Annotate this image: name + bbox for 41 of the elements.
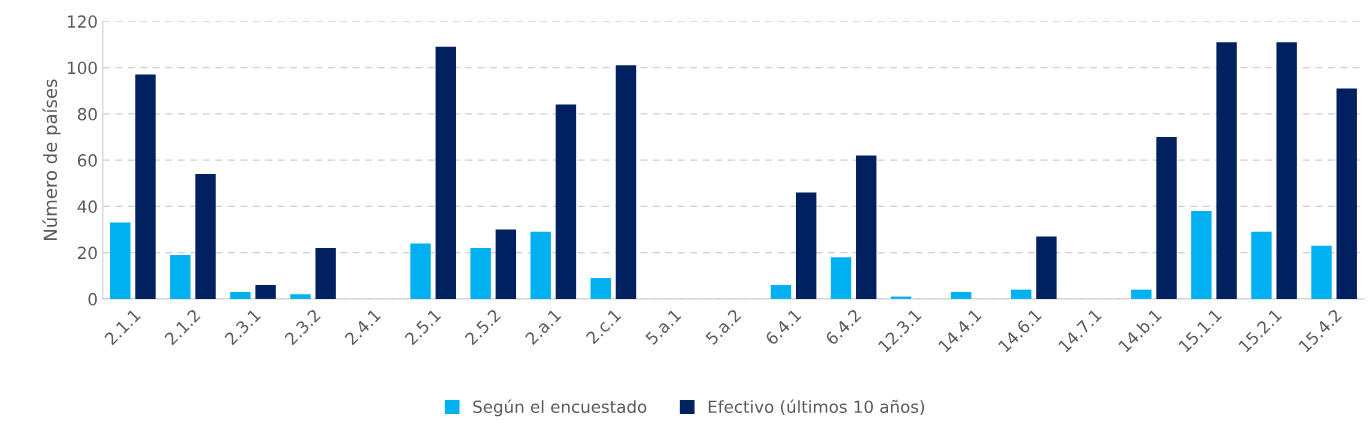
bar: [290, 294, 311, 299]
bar: [110, 222, 131, 299]
bar: [1010, 289, 1032, 299]
bar: [230, 291, 251, 299]
bar: [195, 174, 216, 299]
y-axis-title: Número de países: [42, 79, 61, 240]
y-tick-label: 40: [77, 200, 97, 213]
bar: [1131, 289, 1152, 299]
bar: [435, 46, 456, 299]
bar: [495, 229, 517, 299]
bar: [1336, 88, 1357, 299]
legend-label: Según el encuestado: [473, 399, 647, 417]
bar: [470, 248, 491, 299]
bar: [530, 231, 551, 299]
bar: [410, 243, 431, 299]
y-tick-label: 100: [67, 61, 97, 75]
bar: [770, 285, 792, 299]
bar: [950, 291, 972, 299]
bar: [315, 248, 336, 299]
bar: [1251, 231, 1272, 299]
bar: [1036, 236, 1057, 299]
bar: [856, 155, 877, 299]
y-tick-label: 20: [77, 246, 97, 260]
bar: [1156, 137, 1177, 299]
bar: [555, 104, 577, 299]
bar: [830, 257, 852, 299]
bar: [615, 65, 637, 299]
bar: [1311, 245, 1332, 299]
y-tick-label: 80: [77, 107, 97, 121]
bar: [255, 285, 276, 299]
bar: [795, 192, 817, 299]
bar: [135, 74, 156, 299]
bar: [1276, 42, 1297, 299]
bar: [1191, 211, 1212, 299]
bar: [1216, 42, 1237, 299]
legend-label: Efectivo (últimos 10 años): [708, 399, 925, 415]
bar: [170, 254, 191, 299]
y-tick-label: 0: [88, 292, 97, 306]
y-tick-label: 60: [77, 154, 97, 167]
y-tick-label: 120: [67, 15, 97, 28]
bar: [590, 278, 611, 299]
